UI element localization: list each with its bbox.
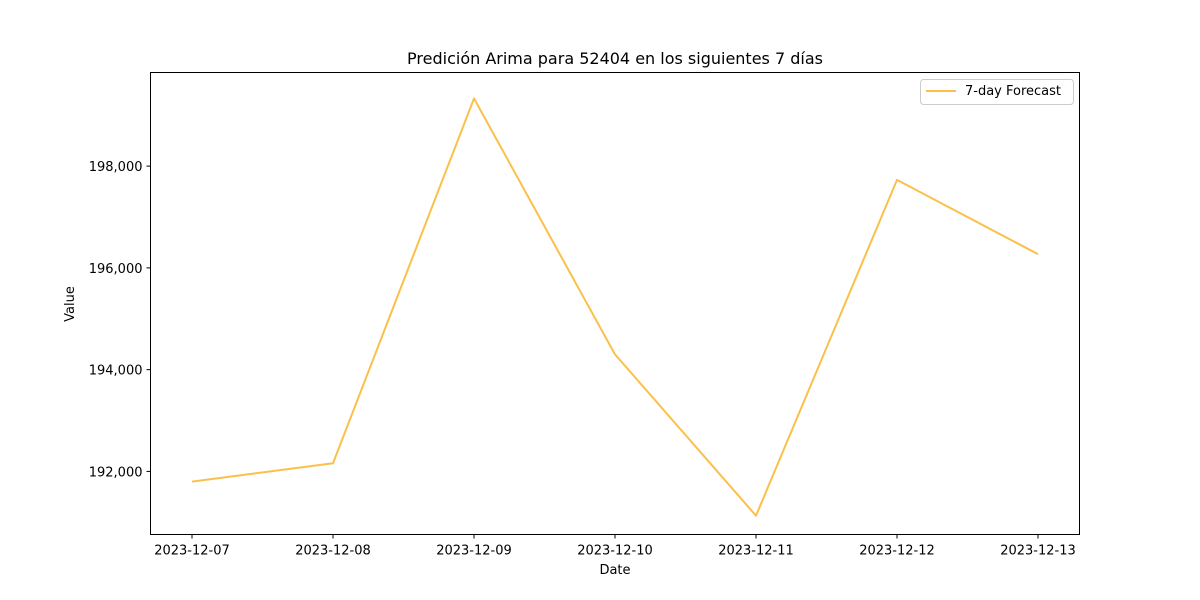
x-tick-label: 2023-12-12: [859, 544, 935, 559]
legend-box: [920, 79, 1074, 105]
series-line-forecast: [191, 97, 1039, 517]
x-axis-label: Date: [599, 563, 630, 578]
chart-title: Predición Arima para 52404 en los siguie…: [407, 49, 823, 68]
y-tick-label: 198,000: [89, 160, 143, 175]
x-tick-label: 2023-12-11: [718, 544, 794, 559]
y-tick-label: 194,000: [89, 364, 143, 379]
legend: 7-day Forecast: [920, 79, 1074, 105]
legend-label: 7-day Forecast: [965, 84, 1061, 99]
x-tick-label: 2023-12-08: [295, 544, 371, 559]
y-axis-label: Value: [63, 286, 78, 322]
ticks-layer: 2023-12-07 2023-12-08 2023-12-09 2023-12-10…: [89, 160, 1076, 558]
x-tick-label: 2023-12-09: [436, 544, 512, 559]
x-tick-label: 2023-12-13: [1000, 544, 1076, 559]
series-layer: [191, 97, 1039, 517]
y-tick-label: 192,000: [89, 465, 143, 480]
y-tick-label: 196,000: [89, 262, 143, 277]
x-tick-label: 2023-12-07: [154, 544, 230, 559]
x-tick-label: 2023-12-10: [577, 544, 653, 559]
plot-frame: [150, 72, 1080, 535]
